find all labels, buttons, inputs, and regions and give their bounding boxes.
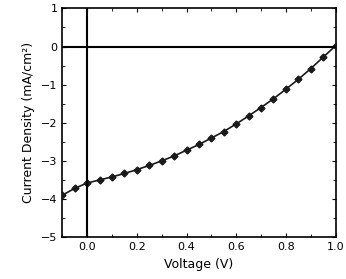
X-axis label: Voltage (V): Voltage (V) — [164, 258, 234, 271]
Y-axis label: Current Density (mA/cm²): Current Density (mA/cm²) — [22, 42, 35, 203]
